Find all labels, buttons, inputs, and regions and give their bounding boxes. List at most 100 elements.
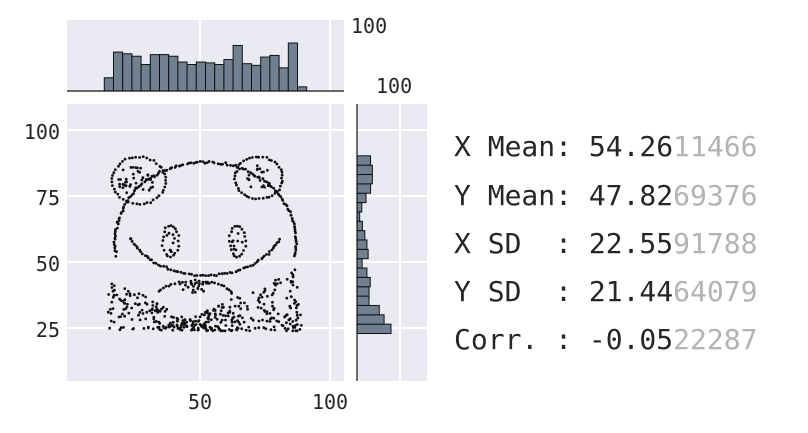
data-point bbox=[150, 308, 154, 311]
data-point bbox=[280, 176, 283, 180]
data-point bbox=[159, 264, 162, 268]
data-point bbox=[166, 267, 170, 271]
data-point bbox=[191, 291, 194, 294]
top-histogram-bar bbox=[241, 63, 253, 92]
top-histogram-bar bbox=[260, 56, 271, 92]
data-point bbox=[232, 252, 235, 256]
top-histogram-bar bbox=[278, 67, 289, 92]
data-point bbox=[173, 251, 177, 255]
data-point bbox=[258, 179, 262, 182]
data-point bbox=[129, 166, 133, 169]
data-point bbox=[216, 162, 220, 166]
data-point bbox=[291, 326, 295, 329]
top-histogram-bar bbox=[131, 55, 142, 92]
data-point bbox=[229, 290, 233, 293]
data-point bbox=[230, 320, 234, 324]
data-point bbox=[195, 274, 199, 277]
y-tick-75: 75 bbox=[36, 186, 60, 210]
data-point bbox=[161, 239, 165, 242]
data-point bbox=[123, 287, 127, 290]
data-point bbox=[273, 189, 277, 193]
data-point bbox=[233, 224, 237, 228]
data-point bbox=[194, 315, 198, 318]
data-point bbox=[298, 328, 302, 331]
data-point bbox=[293, 229, 297, 233]
data-point bbox=[242, 320, 246, 324]
data-point bbox=[247, 173, 251, 177]
right-histogram-max-label: 100 bbox=[376, 74, 412, 98]
data-point bbox=[162, 264, 166, 268]
data-point bbox=[126, 200, 130, 204]
data-point bbox=[293, 301, 296, 305]
data-point bbox=[163, 310, 167, 313]
data-point bbox=[164, 179, 168, 182]
data-point bbox=[233, 304, 237, 308]
data-point bbox=[189, 161, 193, 165]
data-point bbox=[161, 305, 165, 309]
data-point bbox=[117, 164, 120, 168]
data-point bbox=[220, 283, 224, 287]
data-point bbox=[193, 324, 197, 327]
data-point bbox=[136, 303, 140, 307]
data-point bbox=[288, 317, 292, 321]
right-histogram-bar bbox=[356, 258, 363, 269]
data-point bbox=[123, 314, 126, 318]
data-point bbox=[246, 265, 250, 269]
data-point bbox=[113, 187, 116, 191]
data-point bbox=[158, 309, 162, 313]
top-histogram-max-label: 100 bbox=[351, 14, 387, 38]
data-point bbox=[230, 328, 234, 332]
data-point bbox=[165, 234, 169, 237]
data-point bbox=[162, 248, 166, 252]
data-point bbox=[276, 190, 279, 194]
data-point bbox=[147, 188, 151, 192]
data-point bbox=[225, 287, 229, 291]
data-point bbox=[259, 293, 262, 297]
data-point bbox=[188, 318, 192, 321]
data-point bbox=[279, 168, 283, 172]
right-histogram-bar bbox=[356, 230, 366, 241]
data-point bbox=[209, 318, 213, 322]
data-point bbox=[110, 180, 114, 184]
data-point bbox=[248, 156, 251, 160]
data-point bbox=[118, 328, 122, 332]
data-point bbox=[184, 283, 187, 287]
data-point bbox=[237, 314, 240, 318]
data-point bbox=[163, 315, 167, 318]
data-point bbox=[244, 167, 248, 171]
data-point bbox=[278, 188, 281, 192]
data-point bbox=[274, 243, 277, 247]
right-histogram-bar bbox=[356, 239, 368, 250]
data-point bbox=[162, 286, 165, 290]
data-point bbox=[276, 312, 280, 316]
data-point bbox=[212, 273, 216, 277]
data-point bbox=[137, 313, 140, 317]
data-point bbox=[230, 240, 234, 244]
data-point bbox=[193, 274, 197, 278]
data-point bbox=[223, 271, 227, 275]
data-point bbox=[121, 312, 124, 316]
data-point bbox=[112, 320, 116, 324]
data-point bbox=[197, 284, 201, 288]
data-point bbox=[243, 301, 246, 305]
top-histogram-bar bbox=[214, 64, 225, 92]
data-point bbox=[270, 159, 273, 162]
data-point bbox=[118, 185, 122, 189]
data-point bbox=[215, 317, 219, 321]
data-point bbox=[182, 325, 186, 329]
data-point bbox=[275, 162, 279, 166]
data-point bbox=[234, 270, 238, 274]
data-point bbox=[280, 197, 284, 201]
data-point bbox=[293, 227, 297, 231]
data-point bbox=[296, 323, 299, 326]
data-point bbox=[181, 163, 185, 167]
data-point bbox=[176, 248, 180, 252]
data-point bbox=[262, 170, 265, 174]
top-histogram-bar bbox=[232, 44, 243, 92]
data-point bbox=[232, 254, 236, 258]
data-point bbox=[121, 209, 125, 213]
stat-x-mean: X Mean: 54.2611466 bbox=[454, 130, 757, 163]
data-point bbox=[221, 314, 225, 317]
data-point bbox=[196, 328, 200, 332]
data-point bbox=[295, 310, 299, 314]
